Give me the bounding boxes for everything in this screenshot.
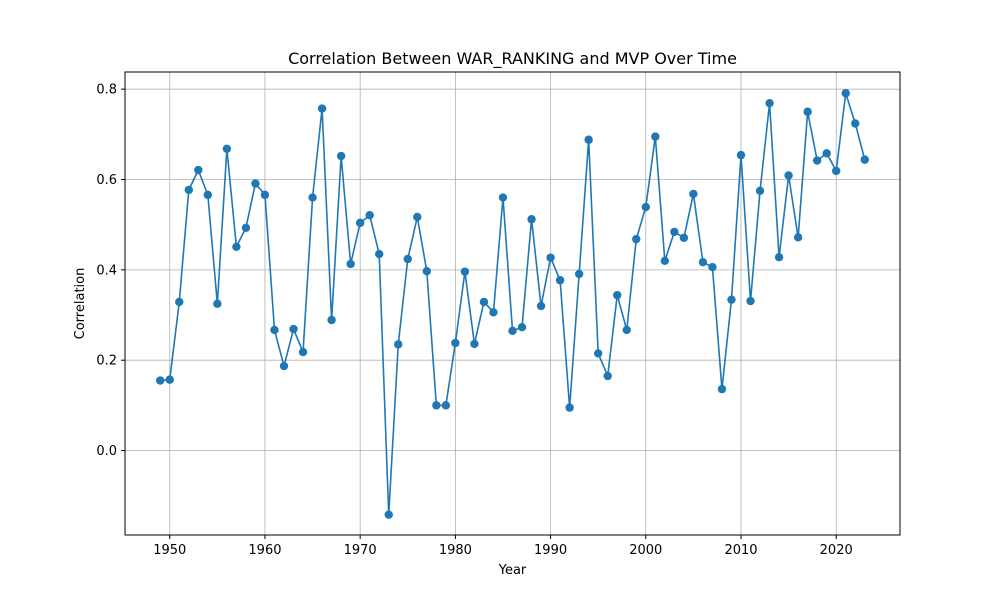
data-point [803, 107, 812, 116]
data-point [308, 193, 317, 202]
data-point [508, 326, 517, 336]
data-point [746, 296, 755, 306]
data-point [622, 325, 631, 335]
x-axis-ticks: 1950 1960 1970 1980 1990 2000 2010 2020 [153, 535, 853, 558]
data-point [413, 212, 422, 222]
data-point [755, 186, 765, 195]
data-point [184, 185, 193, 195]
data-point [394, 340, 403, 349]
data-point [679, 233, 689, 242]
data-point [708, 262, 717, 272]
data-point [213, 299, 222, 308]
data-point [422, 267, 432, 276]
data-point [279, 361, 289, 371]
data-point [613, 290, 622, 300]
data-point [670, 227, 679, 237]
series-line-path [160, 92, 866, 516]
x-tick-label: 1980 [439, 543, 472, 558]
y-axis-ticks: 0.0 0.2 0.4 0.6 0.8 [96, 83, 125, 459]
data-point [289, 324, 298, 334]
data-point [841, 89, 850, 98]
data-point [460, 267, 470, 276]
data-point [327, 315, 336, 325]
data-point [527, 215, 536, 224]
data-point [765, 98, 774, 108]
data-point [479, 297, 489, 307]
x-tick-label: 2020 [820, 543, 853, 558]
data-point [555, 276, 565, 285]
x-tick-label: 2010 [724, 543, 757, 558]
data-point [203, 190, 213, 200]
data-point [736, 150, 746, 160]
y-tick-label: 0.8 [96, 83, 117, 98]
data-point [470, 339, 479, 349]
data-point [355, 218, 365, 228]
x-tick-label: 1950 [153, 543, 186, 558]
data-point [298, 347, 308, 357]
data-point [432, 401, 441, 410]
data-points [156, 89, 869, 519]
data-point [603, 371, 612, 381]
data-point [346, 259, 355, 269]
data-point [651, 132, 660, 141]
x-tick-label: 1990 [534, 543, 567, 558]
data-point [451, 338, 460, 348]
data-point [489, 308, 498, 317]
data-point [860, 155, 869, 164]
data-point [574, 269, 584, 279]
x-axis-title: Year [498, 563, 527, 578]
data-point [565, 403, 574, 412]
data-point [593, 349, 603, 358]
data-point [717, 384, 727, 394]
data-point [517, 323, 527, 332]
data-point [365, 210, 374, 220]
data-point [822, 149, 831, 158]
data-point [194, 165, 203, 175]
y-tick-label: 0.2 [96, 354, 117, 369]
gridlines [125, 72, 900, 535]
data-point [660, 256, 670, 266]
data-point [641, 202, 650, 212]
data-point [851, 119, 860, 128]
data-point [232, 242, 241, 252]
data-point [222, 144, 232, 153]
data-point [441, 401, 451, 410]
data-point [727, 295, 736, 304]
data-point [375, 249, 384, 259]
data-point [793, 233, 803, 242]
data-point [689, 189, 698, 199]
y-tick-label: 0.0 [96, 444, 117, 459]
data-point [832, 166, 841, 176]
data-point [175, 297, 184, 307]
data-point [632, 234, 641, 244]
data-point [270, 325, 279, 335]
data-point [165, 375, 174, 384]
chart-title: Correlation Between WAR_RANKING and MVP … [288, 49, 737, 69]
data-point [336, 151, 346, 161]
data-point [546, 253, 555, 262]
data-point [317, 104, 327, 113]
data-point [784, 171, 793, 180]
x-tick-label: 1970 [344, 543, 377, 558]
data-point [241, 223, 251, 233]
y-axis-title: Correlation [73, 268, 88, 340]
data-point [251, 179, 260, 188]
y-tick-label: 0.4 [96, 263, 117, 278]
data-point [536, 301, 546, 311]
y-tick-label: 0.6 [96, 173, 117, 188]
data-point [584, 135, 593, 144]
data-point [156, 376, 165, 385]
data-point [498, 193, 508, 202]
data-point [774, 253, 784, 262]
plot-frame [124, 71, 901, 536]
data-point [698, 257, 708, 267]
data-point [812, 156, 822, 165]
series-line [160, 92, 866, 516]
x-tick-label: 2000 [629, 543, 662, 558]
data-point [403, 254, 412, 264]
data-point [384, 510, 393, 519]
data-point [260, 190, 270, 200]
x-tick-label: 1960 [248, 543, 281, 558]
